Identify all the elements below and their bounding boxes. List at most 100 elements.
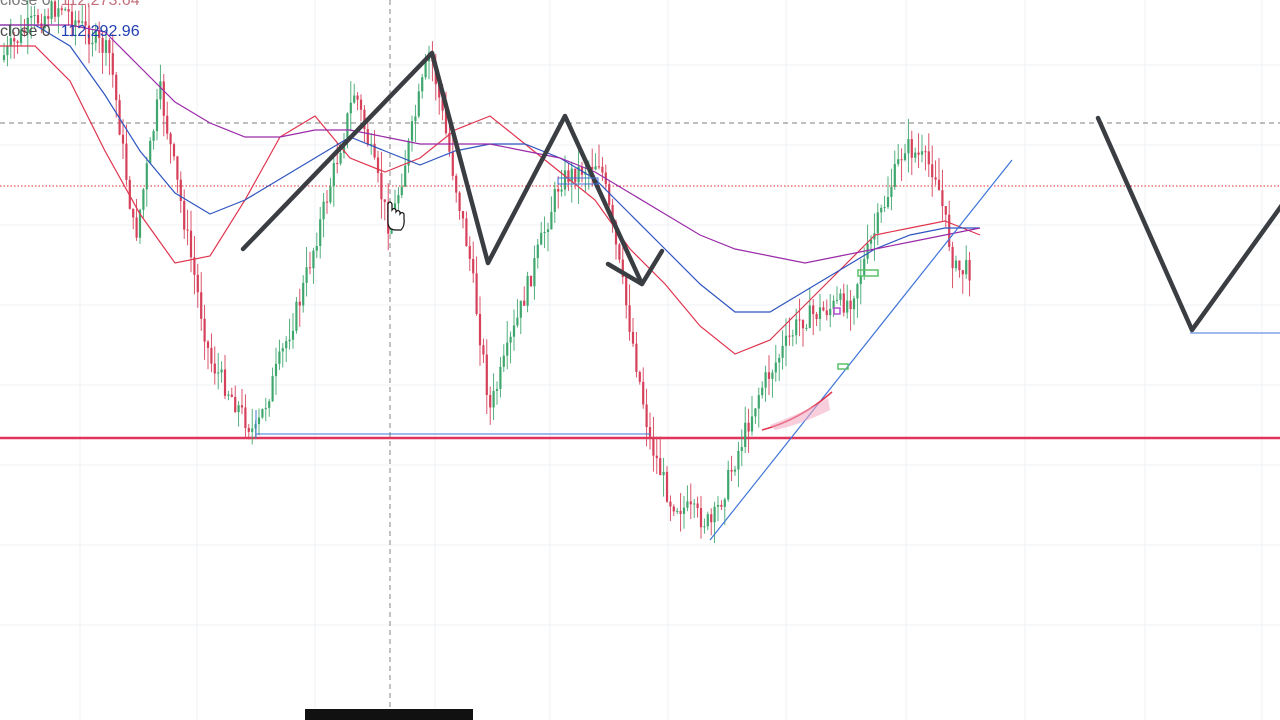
candle-body [325,201,329,203]
candle-body [900,159,903,161]
candle-body [771,372,774,379]
candle-body [155,99,159,132]
candle-body [404,165,407,187]
candle-body [380,172,383,200]
candle-body [53,1,57,17]
candle-body [567,170,570,183]
candle-body [247,427,250,432]
candle-body [152,131,155,141]
candle-body [774,362,777,373]
candle-body [319,219,322,247]
candle-body [492,390,495,408]
candle-body [196,274,199,293]
candle-body [397,195,400,204]
candle-body [166,115,169,134]
candle-body [788,335,791,337]
candle-body [502,355,505,367]
candle-body [302,282,305,306]
candle-body [723,499,726,507]
candle-body [101,37,104,53]
drawing-layer[interactable] [240,50,1280,541]
candle-body [482,345,485,355]
candle-body [876,212,879,234]
candle-body [206,341,210,348]
candle-body [104,40,108,53]
candle-body [312,250,315,269]
candle-body [591,166,594,170]
candle-body [958,260,961,271]
candle-body [200,292,203,319]
candle-body [951,246,954,269]
candle-body [825,310,828,316]
candle-body [138,209,142,238]
candle-body [669,501,672,507]
candle-body [897,159,900,164]
candle-body [886,197,890,208]
candle-body [499,366,502,389]
candle-body [485,354,488,395]
candle-body [682,507,686,514]
candle-body [251,428,254,432]
candle-body [948,214,951,247]
bottom-scroll-handle[interactable] [305,709,473,720]
candle-body [353,95,356,103]
candlestick-series [2,0,971,544]
legend-row: close 0 112,292.96 [0,22,140,42]
candle-body [64,9,67,11]
candle-body [727,469,730,500]
candle-body [43,16,46,29]
candle-body [149,140,152,164]
candle-body [189,230,193,258]
candle-body [927,151,930,165]
candle-body [213,363,216,374]
candle-body [400,186,403,196]
candle-body [315,246,318,251]
candle-body [679,510,682,514]
candle-body [781,345,784,358]
candle-body [261,409,264,418]
candle-body [621,259,624,277]
candle-body [132,208,135,218]
candle-body [234,396,237,413]
candle-body [699,508,703,528]
candle-body [455,175,458,193]
candle-body [359,99,363,110]
candle-body [852,298,856,310]
candle-body [665,471,669,502]
candle-body [67,9,70,12]
candle-body [128,179,131,209]
candle-body [278,351,281,364]
candle-body [672,506,675,512]
candle-body [645,404,648,428]
legend-label: close 0 [0,0,51,9]
candle-body [516,317,519,326]
candle-body [363,109,366,130]
candle-body [383,199,386,202]
candle-body [941,190,944,207]
candle-body [628,305,631,332]
arrow-head-drawing [605,248,665,287]
m-pattern-drawing [240,50,645,287]
candle-body [846,300,849,313]
hand-cursor-icon [387,201,405,231]
uptrend-line [709,159,1013,541]
candle-body [812,305,815,315]
candle-body [594,166,597,170]
moving-average-slow [0,24,981,264]
candle-body [512,325,516,337]
candle-body [842,293,845,313]
legend-value: 112,273.64 [60,0,140,9]
candle-body [125,143,128,180]
candle-body [468,246,471,259]
candle-body [223,369,227,396]
candle-body [924,151,927,153]
candle-body [764,372,767,388]
candle-body [859,275,862,285]
candle-body [30,15,33,18]
candle-body [849,300,852,310]
candle-body [98,30,101,38]
candle-body [801,320,805,329]
